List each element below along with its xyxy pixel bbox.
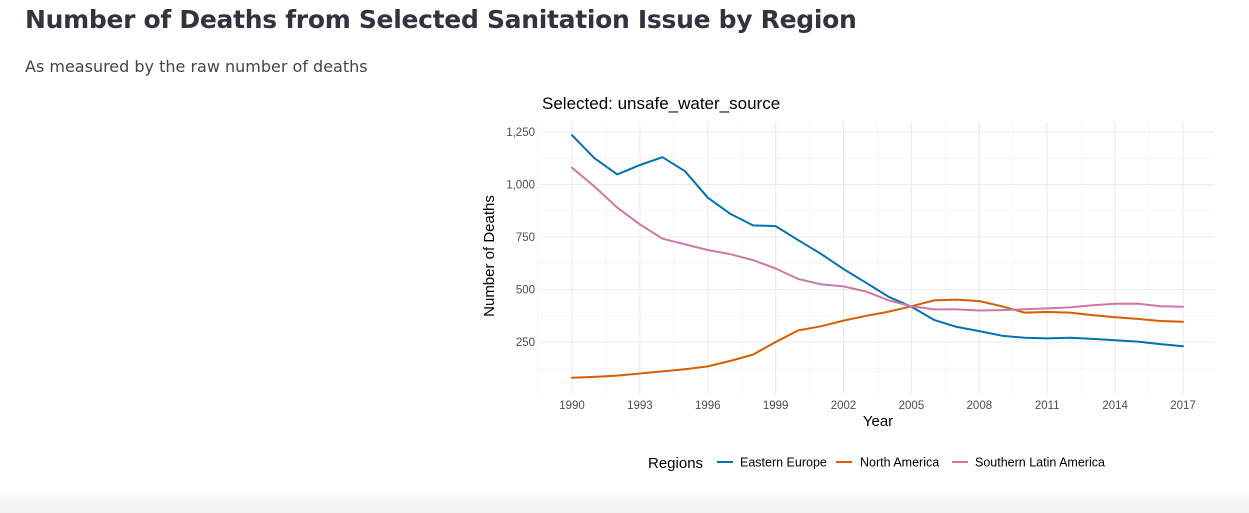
legend-label: Southern Latin America [975, 456, 1105, 470]
chart-container: Selected: unsafe_water_source 1990 1993 19… [481, 94, 1214, 472]
grid-layer [537, 122, 1214, 394]
x-tick-label: 2005 [899, 400, 925, 412]
series-line [571, 166, 1184, 312]
y-axis-label: Number of Deaths [481, 195, 498, 317]
x-tick-label: 1993 [627, 400, 653, 412]
x-axis-label: Year [863, 413, 893, 430]
chart-title: Selected: unsafe_water_source [542, 94, 780, 113]
x-tick-label: 1999 [763, 400, 789, 412]
y-tick-label: 1,250 [506, 127, 535, 139]
y-tick-label: 250 [516, 337, 535, 349]
legend-title: Regions [648, 455, 703, 472]
legend-label: Eastern Europe [740, 456, 827, 470]
legend-label: North America [860, 456, 939, 470]
axis-layer: 1990 1993 1996 1999 2002 2005 2008 2011 2014 2017… [506, 127, 1196, 412]
y-tick-label: 750 [516, 232, 535, 244]
series-line [571, 134, 1184, 348]
y-tick-label: 1,000 [506, 180, 535, 192]
x-tick-label: 1996 [695, 400, 721, 412]
x-tick-label: 2008 [967, 400, 993, 412]
x-tick-label: 2002 [831, 400, 857, 412]
series-layer [571, 134, 1184, 379]
page-subtitle: As measured by the raw number of deaths [25, 57, 368, 76]
x-tick-label: 2011 [1035, 400, 1060, 412]
y-tick-label: 500 [516, 285, 535, 297]
bottom-bar [0, 495, 1249, 513]
series-line [571, 298, 1184, 379]
x-tick-label: 1990 [559, 400, 585, 412]
x-tick-label: 2014 [1102, 400, 1128, 412]
page-title: Number of Deaths from Selected Sanitatio… [25, 5, 857, 34]
legend: Regions Eastern Europe North America South… [648, 455, 1105, 472]
x-tick-label: 2017 [1170, 400, 1196, 412]
line-chart: Selected: unsafe_water_source 1990 1993 19… [481, 94, 1214, 472]
